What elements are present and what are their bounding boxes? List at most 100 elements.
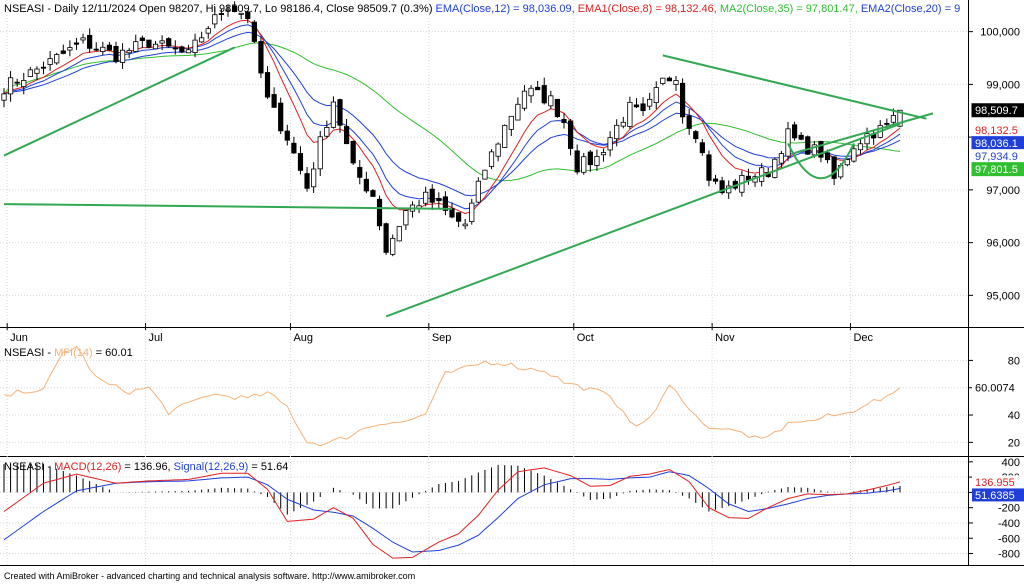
ma35-line <box>3 42 901 182</box>
candle-body <box>614 124 620 140</box>
month-label: Jun <box>10 332 28 344</box>
candle-body <box>594 156 600 166</box>
candle-body <box>798 134 804 140</box>
candle-body <box>666 77 673 82</box>
candle-body <box>475 180 481 203</box>
price-header-part: EMA1(Close,8) = 98,132.46, <box>578 3 717 15</box>
candle-body <box>238 12 244 15</box>
candle-body <box>343 126 350 145</box>
candle-body <box>693 131 699 140</box>
candle-body <box>535 86 541 91</box>
price-header-part: MA2(Close,35) = 97,801.47, <box>720 3 858 15</box>
candle-body <box>231 5 238 12</box>
price-header-part: NSEASI <box>4 3 44 15</box>
candle-body <box>27 69 33 77</box>
candle-body <box>152 43 159 50</box>
candle-body <box>67 47 73 51</box>
candle-body <box>436 197 442 202</box>
price-value-badge-label: 97,801.5 <box>975 164 1018 176</box>
trendline <box>3 46 236 157</box>
candle-body <box>179 46 185 53</box>
candle-body <box>146 39 152 48</box>
candles <box>1 1 903 257</box>
candle-body <box>396 226 402 242</box>
month-label: Aug <box>293 332 313 344</box>
candle-body <box>47 58 53 65</box>
macd-value-badge-label: 136.955 <box>975 477 1015 489</box>
month-label: Nov <box>715 332 735 344</box>
candle-body <box>317 136 323 170</box>
candle-body <box>100 46 106 52</box>
macd-tick-label: -200 <box>998 503 1020 515</box>
trendline <box>3 203 453 210</box>
trendline <box>794 112 934 154</box>
candle-body <box>60 50 66 54</box>
candle-body <box>548 95 554 107</box>
macd-tick-label: -800 <box>998 549 1020 561</box>
mfi-tick-label: 80 <box>1008 355 1020 367</box>
candle-body <box>54 54 60 64</box>
month-label: Dec <box>853 332 873 344</box>
mfi-value-badge-label: 60.0074 <box>975 383 1015 395</box>
macd-header-part: NSEASI - <box>4 461 54 473</box>
candle-body <box>772 158 778 178</box>
footer-credit: Created with AmiBroker - advanced charti… <box>4 571 416 581</box>
candle-body <box>686 115 692 129</box>
candle-body <box>488 151 495 167</box>
macd-value-badge-label: 51.6385 <box>975 490 1015 502</box>
candle-body <box>363 178 369 192</box>
candle-body <box>890 115 897 123</box>
ema8-line <box>3 19 901 215</box>
candle-body <box>34 68 40 74</box>
candle-body <box>324 127 330 137</box>
candle-body <box>218 13 225 16</box>
candle-body <box>719 180 725 194</box>
candle-body <box>7 77 14 95</box>
macd-tick-label: -400 <box>998 518 1020 530</box>
month-label: Sep <box>432 332 452 344</box>
ema20-line <box>3 31 901 197</box>
candle-body <box>554 98 561 117</box>
candle-body <box>495 143 501 157</box>
candle-body <box>660 77 666 84</box>
candle-body <box>857 143 864 151</box>
candle-body <box>587 151 593 166</box>
candle-body <box>607 137 613 151</box>
candle-body <box>442 196 449 211</box>
candle-body <box>706 154 712 181</box>
candle-body <box>851 148 857 162</box>
price-tick-label: 96,000 <box>986 238 1020 250</box>
candle-body <box>541 85 547 104</box>
macd-value-badge <box>972 475 1024 489</box>
candle-body <box>429 188 435 203</box>
mfi-value-badge <box>972 381 1024 395</box>
mfi-header: NSEASI - MFI(14) = 60.01 <box>4 347 133 359</box>
candle-body <box>271 94 277 108</box>
candle-body <box>449 208 455 218</box>
price-value-badge-label: 98,509.7 <box>975 105 1018 117</box>
candle-body <box>811 144 817 156</box>
macd-line <box>3 467 901 559</box>
candle-body <box>824 152 831 161</box>
candle-body <box>106 44 113 51</box>
candle-body <box>647 98 653 107</box>
candle-body <box>80 37 86 41</box>
candle-body <box>278 102 284 132</box>
candle-body <box>818 141 824 158</box>
price-header: NSEASI - Daily 12/11/2024 Open 98207, Hi… <box>4 3 960 15</box>
macd-header-part: = 136.96, <box>121 461 173 473</box>
candle-body <box>337 99 343 126</box>
candle-body <box>73 42 80 45</box>
candle-body <box>350 140 356 164</box>
mfi-header-part: = 60.01 <box>93 347 133 359</box>
candle-body <box>627 101 633 127</box>
candle-body <box>40 66 47 69</box>
candle-body <box>778 153 785 164</box>
candle-body <box>87 34 93 49</box>
candle-body <box>469 202 475 222</box>
candle-body <box>581 156 587 173</box>
candle-body <box>251 21 257 42</box>
candle-body <box>1 93 7 101</box>
